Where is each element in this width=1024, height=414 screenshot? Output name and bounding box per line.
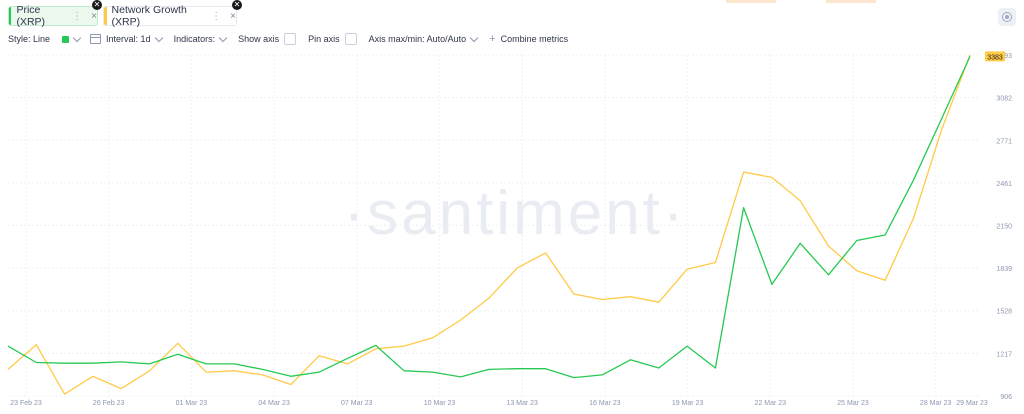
metric-label: Price (XRP) [16,4,46,28]
series-line-price-xrp [7,56,971,379]
y-tick-label: 1839 [996,266,1012,273]
x-axis: 23 Feb 23 26 Feb 23 01 Mar 23 04 Mar 23 07 M… [10,400,988,407]
top-highlight [726,0,776,3]
last-value-badge [985,51,1005,62]
axis-maxmin-select[interactable]: Axis max/min: Auto/Auto [368,33,479,44]
y-tick-label: 2150 [996,223,1012,230]
chart-toolbar: Style: Line Interval: 1d Indicators: Sho… [8,32,580,46]
x-tick-label: 19 Mar 23 [672,400,704,407]
x-tick-label: 23 Feb 23 [10,400,42,407]
calendar-icon [90,34,102,44]
y-tick-label: 1217 [996,351,1012,358]
close-badge-icon[interactable]: ✕ [232,0,242,10]
show-axis-checkbox[interactable] [284,33,297,45]
settings-button[interactable] [998,8,1016,26]
pin-axis-toggle[interactable]: Pin axis [308,33,357,45]
y-tick-label: 2461 [996,181,1012,188]
more-options-icon[interactable]: ⋮ [72,10,82,22]
y-tick-label: 3082 [996,96,1012,103]
y-tick-label: 2771 [996,138,1012,145]
y-tick-label: 906 [1000,394,1012,401]
metric-color-bar [9,7,12,25]
chart-lines [7,54,971,395]
last-value-label: 3383 [987,54,1003,61]
remove-metric-icon[interactable]: × [230,10,236,22]
style-label: Style: Line [8,34,51,44]
axis-maxmin-label: Axis max/min: Auto/Auto [368,34,467,44]
style-select[interactable]: Style: Line [8,34,50,44]
chart-grid [8,54,980,397]
settings-icon [1002,12,1012,22]
x-tick-label: 16 Mar 23 [589,400,621,407]
indicators-select[interactable]: Indicators: [173,33,228,44]
x-tick-label: 22 Mar 23 [755,400,787,407]
show-axis-label: Show axis [238,34,280,44]
interval-select[interactable]: Interval: 1d [90,33,163,44]
indicators-label: Indicators: [173,34,216,44]
metric-tab-price[interactable]: Price (XRP) ⋮ × ✕ [8,0,102,28]
interval-label: Interval: 1d [106,34,151,44]
x-tick-label: 04 Mar 23 [258,400,290,407]
color-select[interactable] [62,33,82,44]
metric-color-bar [104,7,107,25]
combine-metrics-label: Combine metrics [500,34,569,44]
series-line-network-growth-xrp [7,54,971,395]
top-highlight [826,0,876,3]
pin-axis-label: Pin axis [308,34,340,44]
x-tick-label: 28 Mar 23 [920,400,952,407]
x-tick-label: 10 Mar 23 [424,400,456,407]
y-tick-label: 1528 [996,309,1012,316]
close-badge-icon[interactable]: ✕ [92,0,102,10]
x-tick-label: 01 Mar 23 [176,400,208,407]
remove-metric-icon[interactable]: × [91,10,97,22]
x-tick-label: 13 Mar 23 [506,400,538,407]
metric-tab-network-growth[interactable]: Network Growth (XRP) ⋮ × ✕ [103,0,242,28]
santiment-watermark: ·santiment· [343,179,686,248]
metric-label: Network Growth (XRP) [111,4,187,28]
y-axis: 906121715281839215024612771308233933383 [985,51,1012,401]
show-axis-toggle[interactable]: Show axis [238,33,297,45]
x-tick-label: 25 Mar 23 [837,400,869,407]
plus-icon: + [489,33,496,45]
x-tick-label: 26 Feb 23 [93,400,125,407]
pin-axis-checkbox[interactable] [344,33,357,45]
more-options-icon[interactable]: ⋮ [211,10,221,22]
color-swatch-icon [62,35,70,43]
x-tick-label: 07 Mar 23 [341,400,373,407]
x-tick-label: 29 Mar 23 [956,400,988,407]
combine-metrics-button[interactable]: + Combine metrics [489,33,568,45]
